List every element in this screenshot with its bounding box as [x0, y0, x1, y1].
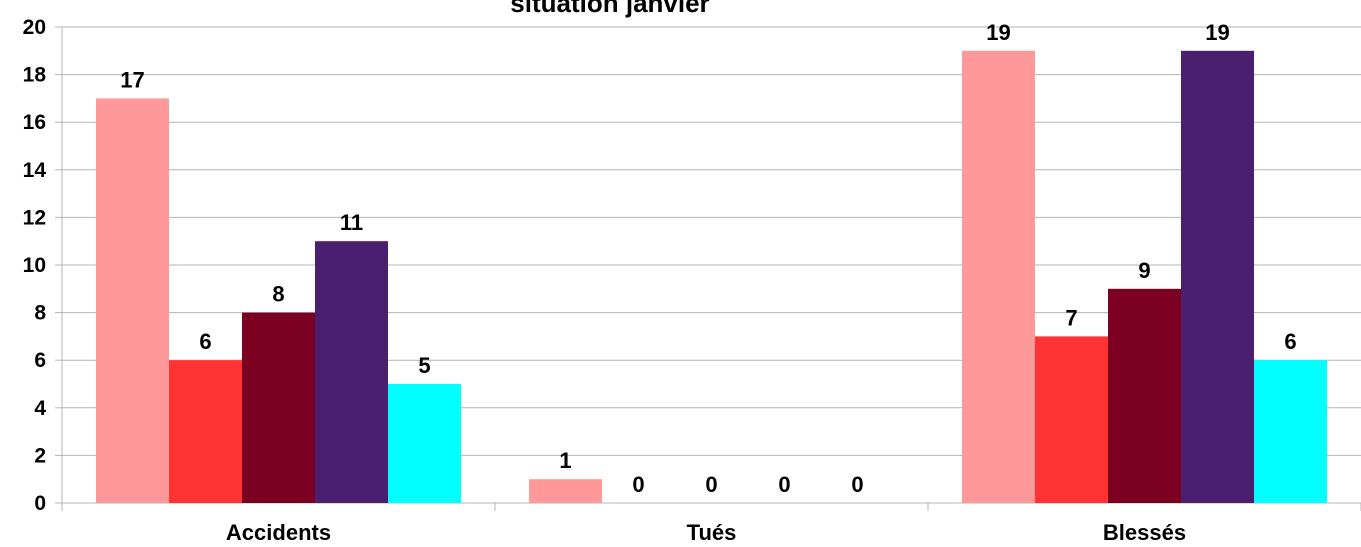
data-label: 6: [1284, 329, 1296, 354]
bar: [242, 312, 315, 503]
y-tick-label: 12: [23, 206, 46, 229]
data-label: 9: [1138, 258, 1150, 283]
y-tick-label: 4: [34, 397, 46, 420]
y-tick-label: 6: [34, 349, 46, 372]
data-label: 5: [418, 353, 430, 378]
data-label: 6: [199, 329, 211, 354]
x-tick-label: Tués: [687, 520, 737, 545]
y-tick-label: 18: [23, 64, 47, 87]
bar: [1254, 360, 1327, 503]
data-labels: 17 6 8 11 5 1 0 0 0 0 19 7 9 19 6: [120, 20, 1296, 497]
y-tick-label: 14: [23, 159, 47, 182]
data-label: 11: [340, 210, 363, 235]
data-label: 0: [778, 472, 790, 497]
x-tick-label: Blessés: [1103, 520, 1186, 545]
data-label: 1: [559, 448, 571, 473]
data-label: 0: [851, 472, 863, 497]
y-tick-label: 16: [23, 111, 46, 134]
bar: [315, 241, 388, 503]
data-label: 8: [272, 282, 284, 307]
y-tick-label: 20: [23, 16, 46, 39]
data-label: 0: [705, 472, 717, 497]
y-tick-label: 2: [34, 444, 46, 467]
bar: [1108, 288, 1181, 503]
bar: [169, 360, 242, 503]
bar: [1035, 336, 1108, 503]
data-label: 19: [986, 20, 1010, 45]
y-tick-label: 0: [34, 492, 46, 515]
y-tick-label: 8: [34, 302, 46, 325]
bar: [1181, 50, 1254, 504]
bars: [96, 50, 1327, 504]
y-tick-label: 10: [23, 254, 46, 277]
bar: [388, 384, 461, 503]
data-label: 7: [1065, 305, 1077, 330]
x-tick-label: Accidents: [226, 520, 331, 545]
data-label: 19: [1205, 20, 1229, 45]
bar: [96, 98, 169, 504]
data-label: 0: [632, 472, 644, 497]
data-label: 17: [120, 67, 144, 92]
bar: [962, 50, 1035, 504]
bar: [529, 479, 602, 503]
chart-title: situation janvier: [510, 0, 709, 18]
